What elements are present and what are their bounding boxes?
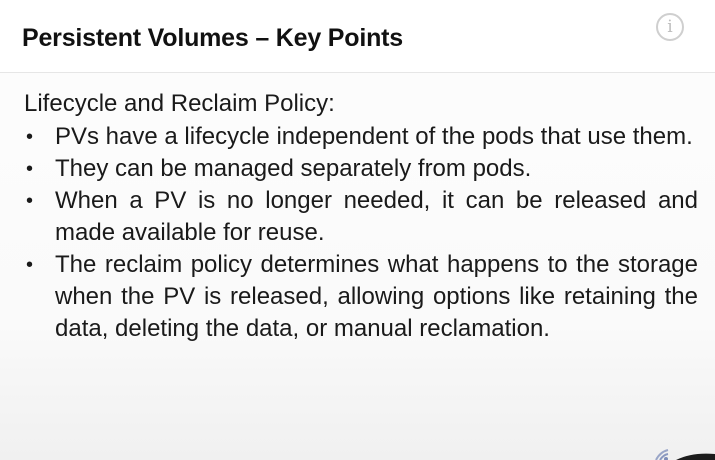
bullet-dot-icon: • — [26, 254, 34, 276]
slide-header: Persistent Volumes – Key Points i — [0, 0, 715, 73]
section-subheading: Lifecycle and Reclaim Policy: — [24, 90, 335, 117]
wifi-icon — [655, 449, 715, 460]
bullet-text: PVs have a lifecycle independent of the … — [55, 123, 693, 150]
info-icon[interactable]: i — [656, 13, 684, 41]
bullet-text: They can be managed separately from pods… — [55, 155, 532, 182]
bullet-item: • When a PV is no longer needed, it can … — [24, 185, 698, 249]
bullet-dot-icon: • — [26, 158, 34, 180]
slide-body: Lifecycle and Reclaim Policy: • PVs have… — [24, 89, 698, 345]
bullet-dot-icon: • — [26, 190, 34, 212]
bullet-text: When a PV is no longer needed, it can be… — [55, 187, 698, 246]
bullet-item: • They can be managed separately from po… — [24, 153, 698, 185]
slide-title: Persistent Volumes – Key Points — [22, 24, 403, 52]
bullet-text: The reclaim policy determines what happe… — [55, 251, 698, 342]
bullet-dot-icon: • — [26, 126, 34, 148]
bullet-list: • PVs have a lifecycle independent of th… — [24, 121, 698, 345]
bullet-item: • The reclaim policy determines what hap… — [24, 249, 698, 345]
bullet-item: • PVs have a lifecycle independent of th… — [24, 121, 698, 153]
